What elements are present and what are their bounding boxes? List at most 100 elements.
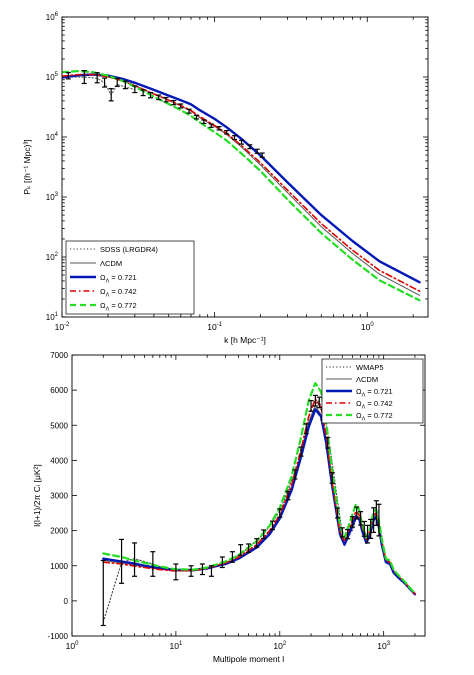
x-tick-exponent: -1 [217,322,223,328]
y-tick-mantissa: 6000 [50,386,68,395]
x-tick-label: 102 [273,641,286,651]
y-tick-mantissa: 1000 [50,562,68,571]
y-tick-label: 0 [64,597,69,606]
y-tick-label: 4000 [50,456,68,465]
legend-label: SDSS (LRGDR4) [100,245,158,254]
y-tick-mantissa: -1000 [48,632,69,641]
x-tick-label: 10-1 [207,322,222,332]
y-tick-mantissa: 10 [46,313,55,322]
legend-text: Ω [100,273,106,282]
error-bars [65,69,265,158]
y-tick-exponent: 2 [55,252,59,258]
cmb-spectrum-chart: 100 101 102 103-100001000200030004000500060… [32,351,426,664]
y-tick-label: 5000 [50,421,68,430]
legend-text: Ω [356,399,362,408]
x-tick-label: 101 [169,641,182,651]
legend-value: = 0.721 [365,387,392,396]
y-tick-mantissa: 10 [46,253,55,262]
x-tick-mantissa: 10 [207,322,217,332]
legend-text: Ω [356,387,362,396]
series-line-0 [67,76,136,96]
x-tick-exponent: -2 [64,322,70,328]
legend-subscript: Λ [106,279,110,285]
x-tick-exponent: 3 [387,641,391,647]
x-tick-mantissa: 10 [169,641,179,651]
legend-label: ΛCDM [356,375,378,384]
y-tick-mantissa: 10 [46,133,55,142]
legend-text: SDSS (LRGDR4) [100,245,158,254]
y-tick-label: 102 [46,252,59,262]
legend-label: ΩΛ = 0.742 [100,287,137,299]
legend-subscript: Λ [362,417,366,423]
legend-subscript: Λ [362,393,366,399]
legend-text: Ω [356,411,362,420]
y-tick-mantissa: 10 [46,13,55,22]
legend-label: WMAP5 [356,363,384,372]
y-tick-mantissa: 7000 [50,351,68,360]
legend-text: ΛCDM [100,259,122,268]
y-tick-label: 105 [46,72,59,82]
x-tick-mantissa: 10 [55,322,65,332]
y-tick-label: 106 [46,12,59,22]
x-tick-exponent: 1 [179,641,183,647]
legend-text: ΛCDM [356,375,378,384]
x-tick-exponent: 2 [283,641,287,647]
y-tick-exponent: 3 [55,192,59,198]
y-tick-exponent: 6 [55,12,59,18]
y-tick-label: 7000 [50,351,68,360]
y-axis-label: Pₖ [(h⁻¹ Mpc)³] [22,139,32,194]
x-tick-mantissa: 10 [273,641,283,651]
x-tick-label: 100 [66,641,79,651]
plot-content [100,382,417,627]
y-axis-label: l(l+1)/2π Cₗ [μK²] [32,464,42,526]
x-tick-label: 10-2 [55,322,70,332]
x-tick-mantissa: 10 [377,641,387,651]
legend-text: Ω [100,287,106,296]
legend-subscript: Λ [362,405,366,411]
x-tick-exponent: 0 [370,322,374,328]
legend-value: = 0.772 [365,411,392,420]
legend-label: ΩΛ = 0.772 [100,301,137,313]
legend-label: ΩΛ = 0.742 [356,399,393,411]
axes [61,16,428,318]
legend-label: ΛCDM [100,259,122,268]
y-tick-exponent: 1 [55,312,59,318]
legend-value: = 0.721 [109,273,136,282]
y-tick-exponent: 4 [55,132,59,138]
error-bars [100,394,382,627]
y-tick-mantissa: 10 [46,73,55,82]
legend-subscript: Λ [106,307,110,313]
plot-frame [61,16,429,318]
y-tick-mantissa: 2000 [50,527,68,536]
plot-content [62,69,421,302]
y-tick-mantissa: 4000 [50,456,68,465]
y-tick-mantissa: 10 [46,193,55,202]
y-tick-exponent: 5 [55,72,59,78]
axes [71,354,425,637]
x-tick-mantissa: 10 [66,641,76,651]
legend-subscript: Λ [106,293,110,299]
x-tick-label: 103 [377,641,390,651]
y-tick-label: -1000 [48,632,69,641]
y-tick-label: 104 [46,132,59,142]
legend-text: Ω [100,301,106,310]
legend-value: = 0.742 [109,287,136,296]
y-tick-label: 101 [46,312,59,322]
legend-text: WMAP5 [356,363,384,372]
legend-value: = 0.742 [365,399,392,408]
x-axis-label: Multipole moment l [213,654,284,664]
y-tick-label: 1000 [50,562,68,571]
y-tick-label: 6000 [50,386,68,395]
y-tick-label: 103 [46,192,59,202]
y-tick-mantissa: 5000 [50,421,68,430]
legend-label: ΩΛ = 0.772 [356,411,393,423]
x-tick-exponent: 0 [75,641,79,647]
y-tick-label: 2000 [50,527,68,536]
x-tick-label: 100 [361,322,374,332]
y-tick-mantissa: 3000 [50,492,68,501]
legend-value: = 0.772 [109,301,136,310]
